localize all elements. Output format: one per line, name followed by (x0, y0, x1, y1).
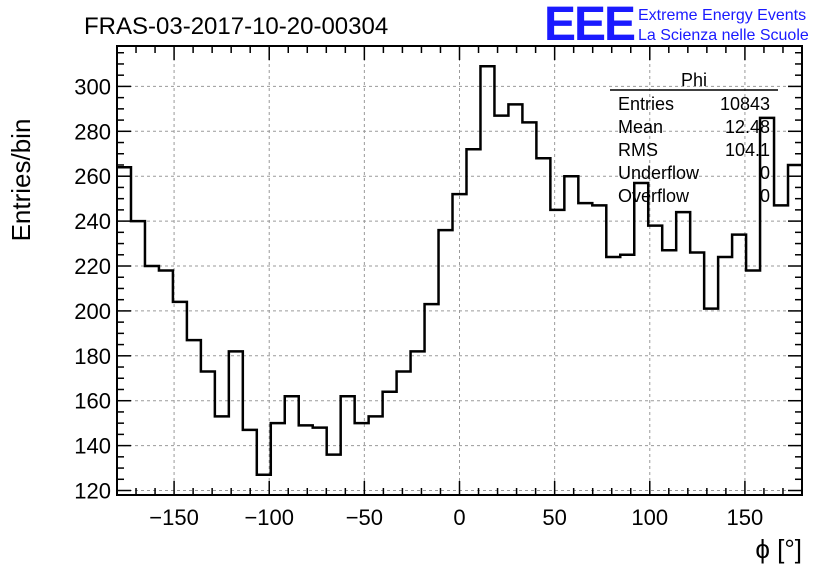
logo-line-1: Extreme Energy Events (638, 7, 806, 24)
histogram-series (117, 64, 802, 477)
stats-label: Mean (618, 117, 663, 137)
x-tick-label: −100 (244, 505, 294, 530)
y-axis-title: Entries/bin (6, 119, 36, 242)
y-tick-label: 160 (74, 389, 111, 414)
eee-logo: EEE Extreme Energy Events La Scienza nel… (544, 0, 809, 51)
x-tick-label: 0 (453, 505, 465, 530)
stats-box: Phi Entries 10843 Mean 12.48 RMS 104.1 Underfl… (610, 70, 778, 206)
logo-line-2: La Scienza nelle Scuole (638, 27, 809, 44)
stats-label: Overflow (618, 186, 690, 206)
plot-frame (116, 45, 803, 496)
y-tick-label: 260 (74, 164, 111, 189)
y-tick-label: 240 (74, 209, 111, 234)
y-tick-label: 220 (74, 254, 111, 279)
chart-title: FRAS-03-2017-10-20-00304 (84, 13, 388, 40)
stats-label: RMS (618, 140, 658, 160)
x-tick-label: 150 (727, 505, 764, 530)
y-tick-label: 180 (74, 344, 111, 369)
x-tick-label: −150 (149, 505, 199, 530)
x-tick-label: 100 (631, 505, 668, 530)
y-tick-label: 140 (74, 434, 111, 459)
stats-value: 10843 (720, 94, 770, 114)
y-tick-label: 120 (74, 479, 111, 504)
stats-rows: Entries 10843 Mean 12.48 RMS 104.1 Underflow 0 O… (618, 94, 770, 206)
stats-value: 0 (760, 186, 770, 206)
x-tick-label: 50 (542, 505, 566, 530)
stats-label: Underflow (618, 163, 700, 183)
stats-value: 12.48 (725, 117, 770, 137)
stats-value: 104.1 (725, 140, 770, 160)
stats-title: Phi (681, 70, 707, 90)
axis-ticks (117, 46, 802, 495)
stats-value: 0 (760, 163, 770, 183)
tick-labels: −150 −100 −50 0 50 100 150 120 140 160 180 200 220 24… (74, 74, 763, 530)
logo-mark: EEE (544, 0, 635, 51)
x-axis-title: ϕ [°] (755, 534, 802, 564)
y-tick-label: 300 (74, 74, 111, 99)
x-tick-label: −50 (346, 505, 383, 530)
y-tick-label: 280 (74, 119, 111, 144)
stats-label: Entries (618, 94, 674, 114)
y-tick-label: 200 (74, 299, 111, 324)
